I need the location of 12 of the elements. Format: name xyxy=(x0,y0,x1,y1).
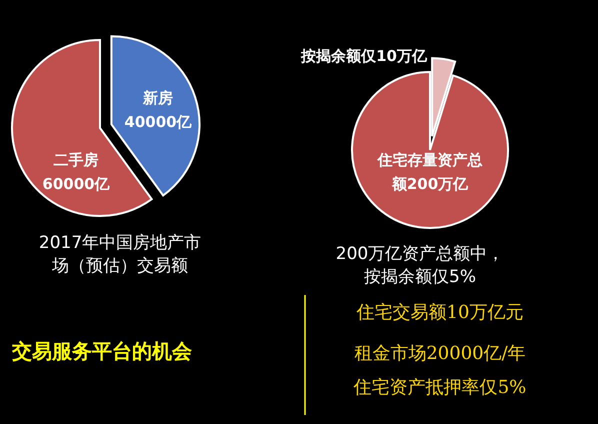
text: 住宅资产抵押率仅5% xyxy=(352,377,526,398)
text: 交易服务平台的机会 xyxy=(11,339,193,363)
slice-label: 住宅存量资产总额200万亿 xyxy=(376,151,482,193)
slice-label: 新房 xyxy=(142,89,173,107)
data-label: 60000亿 xyxy=(42,175,111,193)
text: 2017年中国房地产市场（预估）交易额 xyxy=(38,233,202,276)
text: 200万亿资产总额中，按揭余额仅5% xyxy=(336,244,504,287)
slice-label: 二手房 xyxy=(54,151,98,169)
text: 住宅交易额10万亿元 xyxy=(356,302,524,323)
text: 租金市场20000亿/年 xyxy=(354,343,526,364)
data-label: 40000亿 xyxy=(124,113,193,131)
slice-label: 按揭余额仅10万亿 xyxy=(300,47,428,65)
